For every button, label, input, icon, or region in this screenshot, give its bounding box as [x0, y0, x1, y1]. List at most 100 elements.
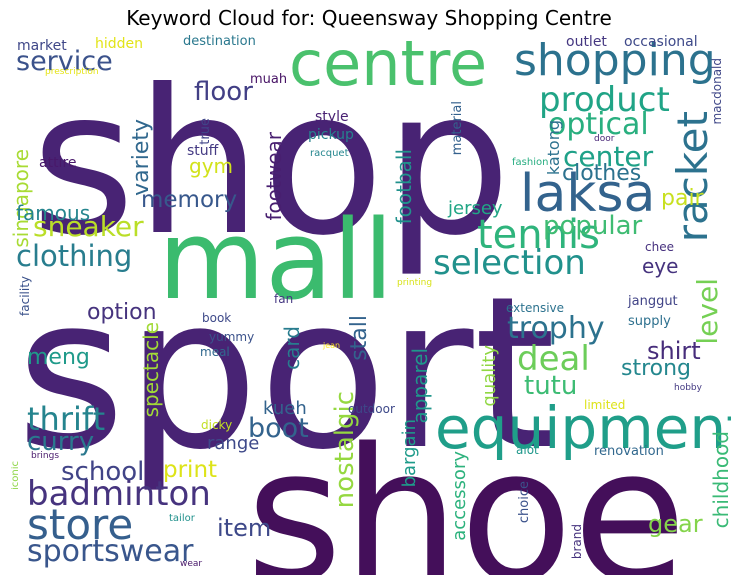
word-spectacle: spectacle [139, 322, 163, 418]
word-sneaker: sneaker [33, 210, 144, 243]
word-attire: attire [39, 155, 77, 171]
word-material: material [450, 101, 465, 156]
word-wear: wear [180, 559, 203, 569]
word-selection: selection [433, 243, 586, 283]
word-jersey: jersey [448, 198, 503, 219]
word-brings: brings [31, 451, 60, 461]
word-center: center [563, 140, 654, 173]
word-racket: racket [668, 111, 717, 243]
word-curry: curry [27, 427, 95, 457]
word-shoe: shoe [246, 408, 687, 576]
word-renovation: renovation [594, 444, 664, 459]
word-badminton: badminton [27, 474, 211, 514]
word-footwear: footwear [262, 132, 286, 221]
word-card: card [280, 326, 304, 370]
word-market: market [17, 38, 67, 54]
word-outdoor: outdoor [348, 402, 395, 416]
word-choice: choice [517, 481, 532, 524]
word-optical: optical [548, 107, 649, 142]
word-singapore: singapore [11, 149, 33, 248]
word-floor: floor [194, 77, 253, 107]
word-meal: meal [200, 345, 230, 359]
word-shop: shop [31, 47, 512, 280]
word-shopping: shopping [514, 35, 716, 86]
word-extensive: extensive [506, 301, 565, 315]
word-gym: gym [189, 154, 234, 178]
word-laksa: laksa [520, 164, 656, 224]
word-fan: fan [274, 292, 294, 306]
word-pickup: pickup [308, 127, 354, 143]
word-item: item [217, 514, 272, 542]
word-centre: centre [289, 31, 488, 100]
word-equipment: equipment [435, 394, 731, 462]
word-limited: limited [584, 398, 626, 412]
word-hidden: hidden [95, 36, 144, 52]
word-facility: facility [18, 276, 32, 316]
word-book: book [202, 311, 232, 325]
word-tutu: tutu [524, 371, 578, 401]
word-style: style [315, 109, 349, 125]
word-chee: chee [645, 240, 674, 254]
word-printing: printing [397, 278, 433, 288]
word-meng: meng [27, 345, 90, 370]
chart-title: Keyword Cloud for: Queensway Shopping Ce… [126, 6, 612, 30]
word-dicky: dicky [201, 418, 233, 432]
word-clothes: clothes [562, 161, 642, 186]
word-cloud: shop sport shoe mall centre shopping equipment… [11, 31, 731, 575]
word-yummy: yummy [209, 330, 255, 344]
word-sportswear: sportswear [27, 534, 194, 569]
word-bargain: bargain [399, 419, 420, 488]
word-popular: popular [543, 211, 643, 241]
word-clothing: clothing [16, 239, 133, 273]
word-famous: famous [16, 201, 91, 225]
word-store: store [27, 500, 134, 549]
word-muah: muah [250, 72, 288, 87]
word-macdonald: macdonald [710, 58, 724, 125]
word-supply: supply [628, 314, 671, 329]
word-apparel: apparel [408, 348, 432, 424]
word-gear: gear [648, 510, 703, 538]
word-childhood: childhood [709, 431, 731, 529]
word-memory: memory [141, 187, 238, 213]
word-tennis: tennis [477, 212, 600, 258]
word-service: service [16, 46, 113, 77]
word-jean: jean [323, 341, 341, 350]
word-print: print [163, 457, 218, 483]
word-accessory: accessory [449, 451, 470, 541]
word-kueh: kueh [263, 398, 307, 419]
word-racquet: racquet [310, 148, 349, 159]
word-thrift: thrift [27, 400, 106, 438]
word-stuff: stuff [187, 143, 219, 159]
word-football: football [392, 149, 416, 225]
word-product: product [539, 80, 670, 120]
word-alot: alot [516, 443, 539, 457]
word-true: true [198, 118, 213, 145]
word-range: range [207, 433, 260, 454]
word-prescription: prescription [45, 67, 99, 77]
word-door: door [594, 134, 615, 144]
word-option: option [87, 300, 157, 325]
word-variety: variety [129, 119, 154, 196]
word-trophy: trophy [507, 311, 605, 346]
word-quality: quality [479, 345, 500, 407]
word-hobby: hobby [674, 383, 702, 393]
word-level: level [691, 278, 724, 345]
word-stall: stall [347, 315, 372, 361]
word-eye: eye [642, 254, 679, 278]
word-strong: strong [621, 356, 692, 381]
word-school: school [61, 457, 145, 487]
word-destination: destination [183, 34, 256, 49]
word-pair: pair [661, 186, 704, 211]
word-fashion: fashion [512, 157, 549, 168]
word-janggut: janggut [628, 294, 678, 309]
word-sport: sport [16, 251, 556, 496]
word-occasional: occasional [624, 34, 698, 50]
word-tailor: tailor [169, 513, 195, 524]
word-boot: boot [248, 413, 309, 444]
word-deal: deal [517, 339, 590, 379]
word-outlet: outlet [566, 34, 607, 50]
word-brand: brand [570, 524, 584, 560]
word-iconic: iconic [11, 461, 21, 491]
word-shirt: shirt [647, 337, 701, 365]
word-mall: mall [158, 196, 394, 324]
